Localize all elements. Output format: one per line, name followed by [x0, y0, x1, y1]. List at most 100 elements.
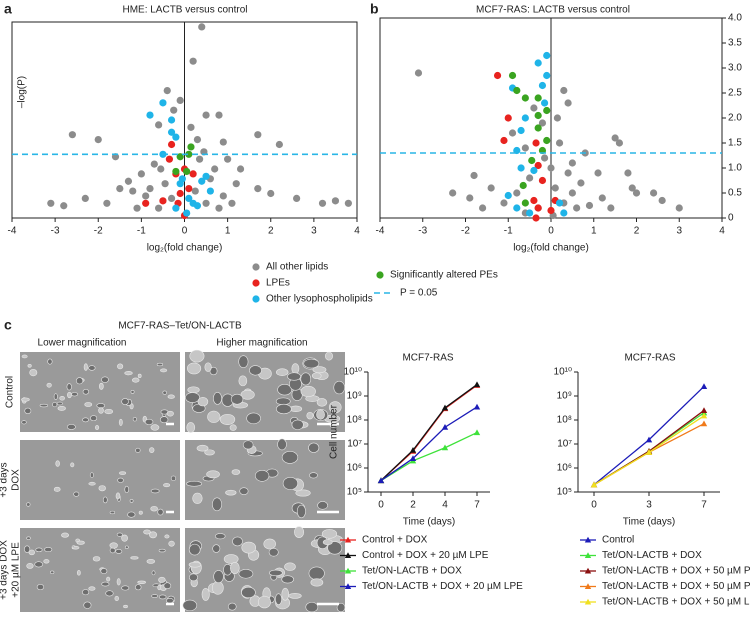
cell — [53, 486, 61, 492]
cell — [61, 532, 70, 538]
y-tick-label: 10⁸ — [347, 415, 362, 426]
cell — [105, 590, 114, 597]
cell — [82, 389, 90, 395]
series-line — [593, 409, 705, 486]
point — [165, 155, 174, 163]
cell — [240, 389, 255, 400]
series-line — [380, 384, 478, 482]
point — [161, 180, 169, 188]
point — [598, 194, 606, 202]
cell — [231, 469, 241, 475]
point — [521, 144, 529, 152]
cell — [189, 349, 205, 363]
cell — [135, 584, 142, 591]
point — [555, 199, 564, 207]
cell — [317, 501, 328, 510]
cell — [162, 390, 167, 395]
point — [236, 165, 245, 173]
point — [658, 196, 666, 205]
row-label: DOX — [11, 469, 22, 491]
point — [519, 181, 527, 190]
x-tick-label: 1 — [591, 226, 597, 237]
point — [564, 169, 572, 177]
cell — [160, 368, 168, 373]
point — [155, 121, 163, 129]
cell — [135, 447, 141, 453]
cell — [164, 534, 170, 539]
cell — [109, 542, 118, 549]
cell — [43, 559, 50, 564]
y-tick-label: 10⁶ — [557, 463, 572, 474]
point — [232, 180, 240, 188]
cell — [296, 504, 306, 519]
cell — [276, 368, 289, 376]
point — [530, 166, 538, 175]
legend-swatch — [252, 279, 260, 287]
legend-label: Significantly altered PEs — [390, 270, 498, 281]
cell — [75, 377, 84, 385]
point — [534, 94, 542, 102]
point — [159, 197, 167, 205]
point — [254, 131, 262, 139]
cell — [67, 391, 72, 399]
legend-label: Other lysophospholipids — [266, 294, 373, 305]
point — [473, 403, 481, 410]
cell — [187, 386, 200, 394]
point — [538, 119, 547, 127]
cell — [239, 487, 249, 495]
cell — [157, 508, 164, 516]
cell — [211, 581, 224, 595]
x-tick-label: 3 — [311, 226, 317, 237]
cell — [106, 576, 111, 582]
point — [675, 204, 683, 212]
legend-swatch — [584, 536, 592, 543]
point — [607, 204, 615, 212]
cell — [117, 477, 124, 483]
cell — [24, 545, 31, 553]
cell — [186, 480, 203, 487]
cell — [306, 411, 314, 420]
cell — [143, 529, 151, 535]
legend-swatch — [344, 552, 352, 559]
point — [441, 404, 449, 411]
cell — [90, 415, 98, 422]
point — [534, 161, 542, 170]
row-label: +3 days DOX — [0, 540, 10, 600]
point — [185, 150, 193, 158]
point — [466, 194, 474, 202]
cell — [308, 566, 325, 581]
legend-swatch — [584, 552, 592, 559]
x-tick-label: -3 — [418, 226, 427, 237]
y-tick-label: 1.5 — [728, 138, 742, 149]
point — [479, 204, 487, 212]
x-tick-label: 1 — [225, 226, 231, 237]
cell — [196, 444, 209, 452]
y-tick-label: 0 — [728, 213, 734, 224]
cell — [47, 358, 53, 365]
cell — [121, 398, 129, 406]
cell — [82, 417, 89, 423]
cell — [268, 569, 283, 577]
point — [540, 154, 549, 162]
row-label: +3 days — [0, 462, 10, 497]
x-tick-label: 7 — [474, 500, 480, 511]
cell — [170, 475, 177, 482]
cell — [84, 402, 93, 407]
y-tick-label: 0.5 — [728, 188, 742, 199]
cell — [288, 593, 302, 599]
point — [224, 155, 232, 163]
point — [534, 204, 542, 212]
cell — [88, 481, 96, 486]
cell — [66, 383, 72, 391]
point — [543, 106, 551, 115]
point — [628, 184, 636, 192]
cell — [130, 390, 135, 394]
cell — [124, 545, 129, 549]
cell — [229, 424, 237, 431]
point — [532, 139, 540, 147]
cell — [188, 573, 198, 582]
cell — [300, 385, 316, 397]
row-label: Control — [5, 376, 16, 408]
point — [487, 184, 495, 192]
